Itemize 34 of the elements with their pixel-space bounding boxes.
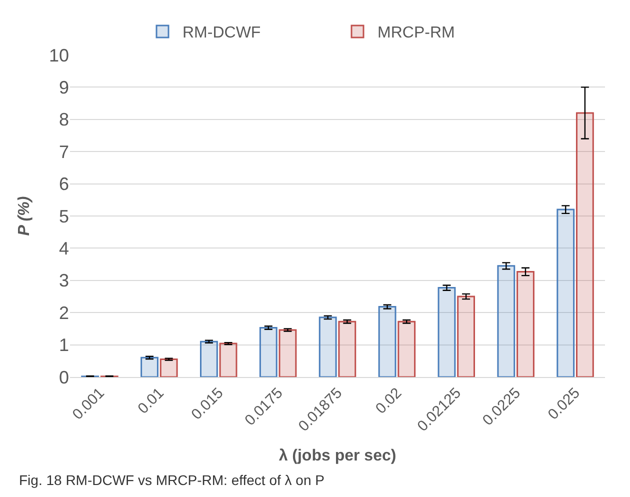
legend-label: RM-DCWF <box>182 24 261 42</box>
bar <box>516 270 534 377</box>
bar <box>457 296 476 377</box>
bar <box>438 287 456 377</box>
bar <box>378 306 396 377</box>
bar <box>259 326 278 377</box>
y-tick-label: 7 <box>58 142 69 162</box>
bar <box>318 316 337 377</box>
bar <box>200 340 218 377</box>
x-axis-title: λ (jobs per sec) <box>278 448 396 465</box>
y-tick-label: 8 <box>58 110 69 130</box>
y-tick-label: 0 <box>58 367 69 388</box>
y-axis-title: P (%) <box>16 196 33 236</box>
bar <box>556 208 575 377</box>
legend-label: MRCP-RM <box>378 24 455 42</box>
x-tick-label: 0.02 <box>372 384 406 418</box>
y-tick-label: 5 <box>58 206 69 226</box>
bar <box>576 112 594 377</box>
bar <box>219 342 238 377</box>
y-tick-label: 3 <box>58 270 69 291</box>
y-tick-label: 9 <box>58 78 69 98</box>
y-tick-label: 4 <box>58 238 69 258</box>
y-tick-label: 6 <box>58 174 69 194</box>
y-tick-label: 10 <box>48 45 69 66</box>
bar <box>497 265 516 377</box>
y-tick-label: 2 <box>58 302 69 323</box>
bar <box>278 329 297 377</box>
bar <box>338 320 356 377</box>
y-tick-label: 1 <box>58 335 69 356</box>
bar <box>160 358 178 377</box>
x-tick-label: 0.01 <box>134 384 168 418</box>
bar <box>140 356 158 377</box>
caption: Fig. 18 RM-DCWF vs MRCP-RM: effect of λ on P <box>19 472 324 488</box>
bar <box>398 320 416 377</box>
